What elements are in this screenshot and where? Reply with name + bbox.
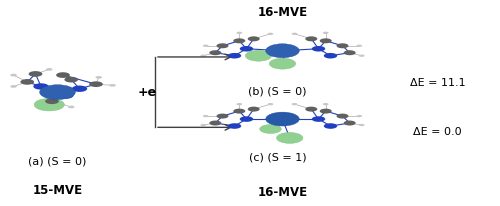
- Circle shape: [240, 117, 253, 122]
- Circle shape: [266, 44, 300, 59]
- Text: (c) (S = 1): (c) (S = 1): [248, 152, 306, 162]
- Circle shape: [96, 77, 102, 79]
- Circle shape: [236, 103, 242, 106]
- Circle shape: [320, 109, 332, 114]
- Circle shape: [356, 115, 362, 118]
- Circle shape: [268, 34, 274, 36]
- Circle shape: [34, 84, 48, 90]
- Circle shape: [210, 121, 222, 126]
- Circle shape: [234, 39, 245, 44]
- Circle shape: [248, 37, 260, 42]
- Circle shape: [312, 117, 325, 122]
- Circle shape: [200, 55, 206, 58]
- Circle shape: [323, 33, 328, 35]
- Circle shape: [240, 47, 253, 52]
- Circle shape: [306, 107, 318, 112]
- Circle shape: [10, 86, 17, 88]
- Circle shape: [20, 80, 34, 85]
- Text: ΔE = 0.0: ΔE = 0.0: [413, 127, 462, 137]
- Circle shape: [203, 115, 208, 118]
- Circle shape: [10, 74, 17, 77]
- Text: 16-MVE: 16-MVE: [258, 185, 308, 198]
- Circle shape: [359, 124, 364, 127]
- Circle shape: [324, 124, 337, 129]
- Circle shape: [336, 114, 348, 119]
- Circle shape: [34, 99, 64, 111]
- Circle shape: [359, 55, 364, 58]
- Circle shape: [344, 51, 355, 56]
- Circle shape: [336, 44, 348, 49]
- Circle shape: [28, 72, 42, 77]
- Circle shape: [216, 44, 228, 49]
- Circle shape: [56, 73, 70, 78]
- Circle shape: [312, 47, 325, 52]
- Circle shape: [234, 109, 245, 114]
- Text: ΔE = 11.1: ΔE = 11.1: [410, 77, 466, 87]
- Text: (a) (S = 0): (a) (S = 0): [28, 156, 86, 166]
- Circle shape: [236, 33, 242, 35]
- Circle shape: [292, 103, 298, 106]
- Circle shape: [46, 69, 52, 71]
- Circle shape: [203, 45, 208, 48]
- Circle shape: [324, 54, 337, 59]
- Circle shape: [246, 51, 272, 62]
- Circle shape: [266, 112, 300, 126]
- Text: 15-MVE: 15-MVE: [32, 183, 82, 196]
- Circle shape: [72, 86, 87, 92]
- Circle shape: [306, 37, 318, 42]
- Circle shape: [344, 121, 355, 126]
- Circle shape: [210, 51, 222, 56]
- Circle shape: [89, 82, 103, 88]
- Circle shape: [216, 114, 228, 119]
- Circle shape: [228, 54, 241, 59]
- Text: (b) (S = 0): (b) (S = 0): [248, 86, 307, 96]
- Circle shape: [260, 125, 281, 134]
- Circle shape: [40, 85, 76, 100]
- Circle shape: [228, 124, 241, 129]
- Circle shape: [323, 103, 328, 106]
- Circle shape: [270, 59, 295, 70]
- Circle shape: [45, 99, 59, 105]
- Circle shape: [68, 106, 74, 109]
- Circle shape: [58, 93, 74, 99]
- Circle shape: [292, 34, 298, 36]
- Circle shape: [109, 84, 116, 87]
- Text: +e: +e: [138, 85, 157, 98]
- Circle shape: [248, 107, 260, 112]
- Circle shape: [200, 124, 206, 127]
- Circle shape: [64, 77, 78, 83]
- Text: 16-MVE: 16-MVE: [258, 6, 308, 19]
- Circle shape: [320, 39, 332, 44]
- Circle shape: [356, 45, 362, 48]
- Circle shape: [276, 133, 303, 144]
- Circle shape: [268, 103, 274, 106]
